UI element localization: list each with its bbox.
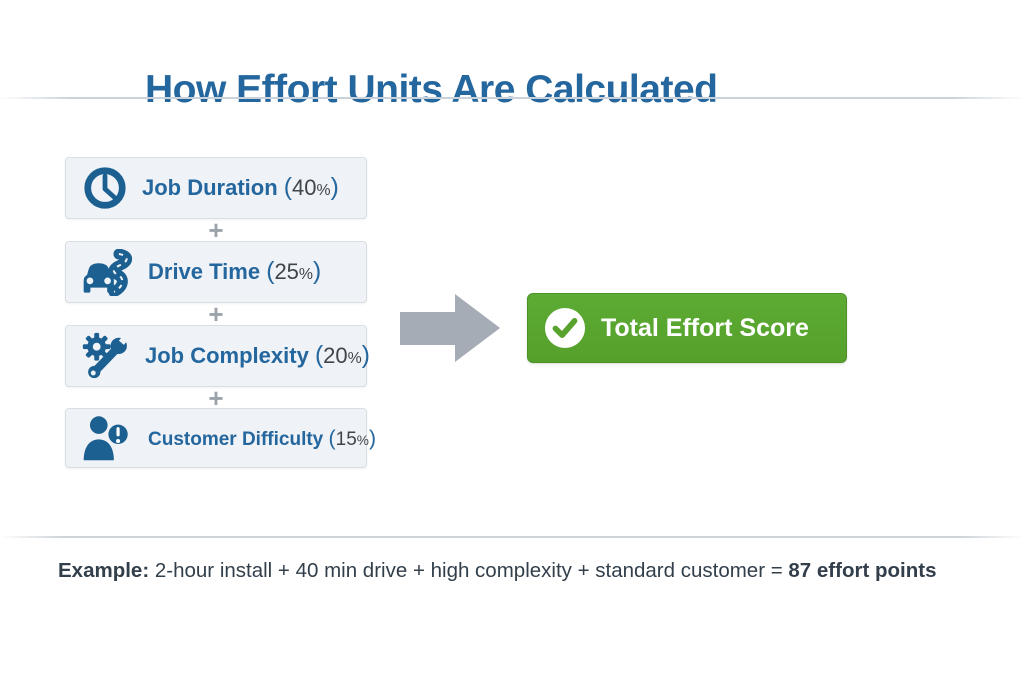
flow-arrow-icon (400, 288, 500, 368)
result-label: Total Effort Score (601, 313, 809, 342)
example-text: Example: 2-hour install + 40 min drive +… (58, 559, 936, 583)
factor-label-job-duration: Job Duration (40%) (142, 174, 339, 201)
result-box-total-effort-score: Total Effort Score (527, 293, 847, 363)
factor-box-job-duration: Job Duration (40%) (65, 157, 367, 219)
plus-sign: + (208, 299, 224, 329)
factor-box-job-complexity: Job Complexity (20%) (65, 325, 370, 387)
factor-label-customer-difficulty: Customer Difficulty (15%) (148, 425, 377, 450)
example-result: 87 effort points (788, 559, 937, 582)
check-circle-icon (544, 307, 586, 349)
example-body: 2-hour install + 40 min drive + high com… (154, 559, 783, 582)
example-label: Example: (58, 559, 150, 582)
person-alert-icon (82, 415, 134, 462)
car-road-icon (82, 248, 134, 296)
factor-box-drive-time: Drive Time (25%) (65, 241, 367, 303)
plus-sign: + (208, 383, 224, 413)
factor-label-job-complexity: Job Complexity (20%) (145, 342, 370, 369)
gear-wrench-icon (82, 331, 131, 381)
factor-box-customer-difficulty: Customer Difficulty (15%) (65, 408, 376, 468)
clock-icon (82, 165, 128, 211)
footer-divider (0, 536, 1024, 538)
title-divider (0, 97, 1024, 99)
page-title: How Effort Units Are Calculated (145, 68, 718, 112)
plus-sign: + (208, 215, 224, 245)
factor-label-drive-time: Drive Time (25%) (148, 258, 322, 285)
